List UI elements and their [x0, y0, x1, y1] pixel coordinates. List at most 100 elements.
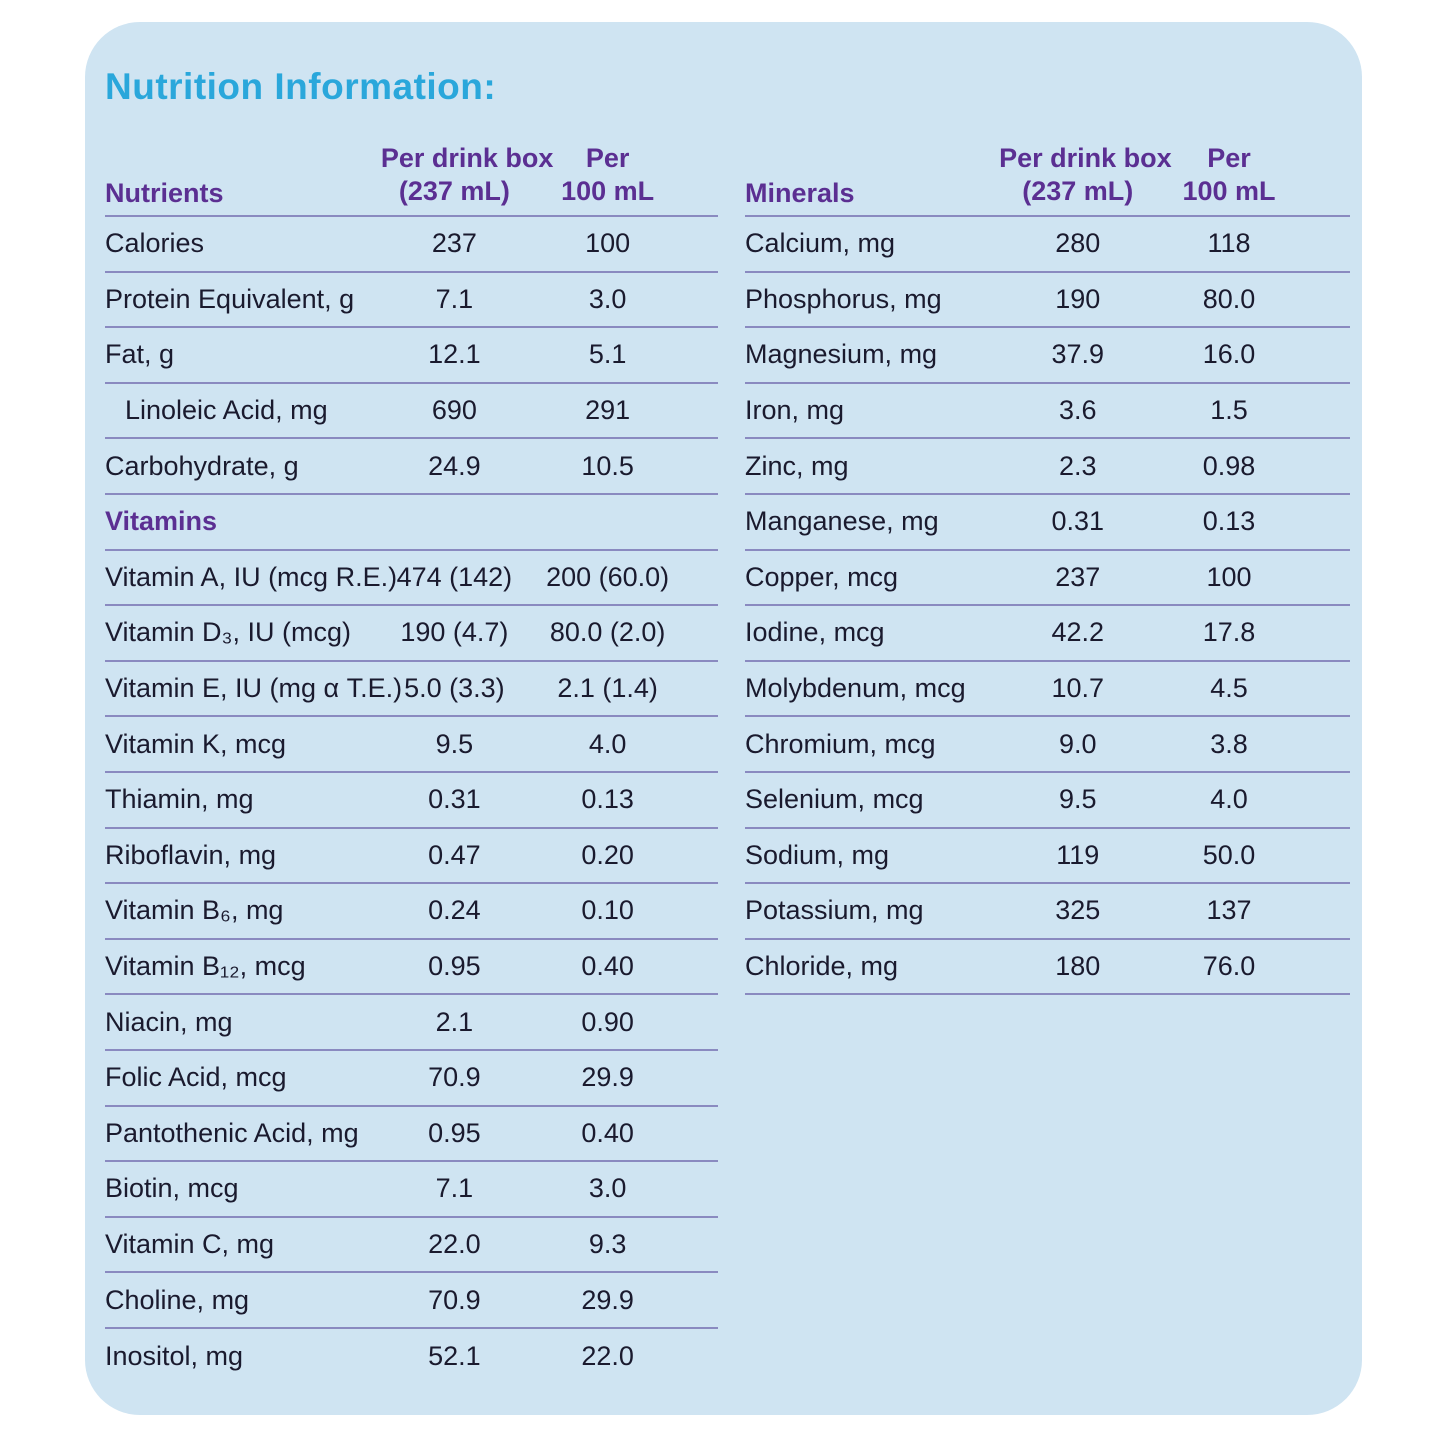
table-row: Vitamin K, mcg 9.5 4.0: [105, 717, 718, 773]
table-row: Inositol, mg 52.1 22.0: [105, 1329, 718, 1385]
value-per-100ml: 4.0: [1210, 784, 1248, 815]
nutrient-label: Manganese, mg: [745, 506, 939, 537]
column-header-per-drink-box: Per drink box (237 mL): [381, 142, 554, 210]
column-header-nutrients: Nutrients: [105, 178, 224, 208]
nutrient-label: Vitamin A, IU (mcg R.E.): [105, 561, 398, 592]
table-row: Vitamin B₆, mg 0.24 0.10: [105, 884, 718, 940]
value-per-100ml: 29.9: [581, 1284, 634, 1315]
value-per-drink-box: 0.24: [428, 895, 481, 926]
value-per-100ml: 17.8: [1202, 617, 1256, 648]
nutrient-label: Inositol, mg: [105, 1341, 244, 1372]
value-per-100ml: 0.90: [581, 1006, 634, 1037]
value-per-drink-box: 52.1: [428, 1341, 481, 1372]
value-per-drink-box: 119: [1056, 839, 1100, 870]
table-row: Iron, mg 3.6 1.5: [745, 384, 1350, 440]
value-per-100ml: 22.0: [581, 1341, 634, 1372]
value-per-drink-box: 70.9: [428, 1284, 481, 1315]
value-per-100ml: 1.5: [1210, 395, 1248, 426]
value-per-100ml: 137: [1206, 895, 1252, 926]
header-line: 100 mL: [1182, 176, 1276, 207]
table-row: Copper, mcg 237 100: [745, 551, 1350, 607]
table-row: Sodium, mg 119 50.0: [745, 829, 1350, 885]
page-title: Nutrition Information:: [105, 66, 497, 107]
value-per-100ml: 0.98: [1202, 450, 1256, 481]
value-per-100ml: 3.0: [588, 283, 627, 314]
value-per-100ml: 118: [1207, 228, 1251, 259]
column-header-per-drink-box: Per drink box (237 mL): [999, 142, 1172, 210]
nutrient-label: Iodine, mcg: [745, 617, 885, 648]
nutrient-label: Phosphorus, mg: [745, 283, 942, 314]
table-row: Vitamin C, mg 22.0 9.3: [105, 1218, 718, 1274]
nutrient-label: Vitamin E, IU (mg α T.E.): [105, 673, 403, 704]
value-per-drink-box: 7.1: [435, 283, 474, 314]
table-row: Pantothenic Acid, mg 0.95 0.40: [105, 1107, 718, 1163]
value-per-100ml: 0.10: [581, 895, 634, 926]
value-per-drink-box: 2.1: [435, 1006, 474, 1037]
header-line: 100 mL: [561, 176, 655, 207]
value-per-drink-box: 42.2: [1051, 617, 1105, 648]
header-line: Per: [585, 142, 630, 173]
value-per-drink-box: 237: [431, 228, 477, 259]
table-row: Vitamin A, IU (mcg R.E.) 474 (142) 200 (…: [105, 551, 718, 607]
value-per-drink-box: 3.6: [1058, 395, 1097, 426]
value-per-drink-box: 9.0: [1058, 728, 1097, 759]
nutrient-label: Chloride, mg: [745, 951, 899, 982]
value-per-100ml: 100: [585, 228, 631, 259]
value-per-100ml: 3.0: [588, 1173, 627, 1204]
nutrient-label: Biotin, mcg: [105, 1173, 239, 1204]
value-per-drink-box: 180: [1055, 951, 1101, 982]
value-per-drink-box: 9.5: [1058, 784, 1097, 815]
table-row: Vitamin D₃, IU (mcg) 190 (4.7) 80.0 (2.0…: [105, 606, 718, 662]
column-header-per-100ml: Per 100 mL: [1156, 142, 1301, 210]
nutrient-label: Thiamin, mg: [105, 784, 254, 815]
table-row: Manganese, mg 0.31 0.13: [745, 495, 1350, 551]
nutrient-label: Vitamin D₃, IU (mcg): [105, 617, 352, 648]
nutrient-label: Molybdenum, mcg: [745, 673, 966, 704]
value-per-drink-box: 474 (142): [396, 561, 513, 592]
nutrient-label: Vitamin K, mcg: [105, 728, 287, 759]
value-per-drink-box: 190 (4.7): [400, 617, 509, 648]
value-per-100ml: 2.1 (1.4): [557, 673, 658, 704]
nutrient-label: Copper, mcg: [745, 561, 899, 592]
nutrient-label: Riboflavin, mg: [105, 839, 277, 870]
table-row: Selenium, mcg 9.5 4.0: [745, 773, 1350, 829]
value-per-100ml: 16.0: [1202, 339, 1256, 370]
minerals-header-row: Minerals Per drink box (237 mL) Per 100 …: [745, 130, 1350, 217]
nutrient-label: Zinc, mg: [745, 450, 849, 481]
value-per-drink-box: 2.3: [1058, 450, 1097, 481]
table-row: Folic Acid, mcg 70.9 29.9: [105, 1051, 718, 1107]
nutrient-label: Sodium, mg: [745, 839, 890, 870]
table-row: Vitamins: [105, 495, 718, 551]
value-per-100ml: 4.0: [588, 728, 627, 759]
value-per-drink-box: 70.9: [428, 1062, 481, 1093]
value-per-drink-box: 0.47: [428, 839, 481, 870]
table-row: Phosphorus, mg 190 80.0: [745, 273, 1350, 329]
nutrient-label: Vitamin B₁₂, mcg: [105, 951, 306, 982]
header-line: (237 mL): [1022, 176, 1134, 207]
nutrient-label: Vitamins: [105, 506, 218, 537]
table-row: Carbohydrate, g 24.9 10.5: [105, 439, 718, 495]
value-per-100ml: 80.0: [1202, 283, 1256, 314]
table-row: Linoleic Acid, mg 690 291: [105, 384, 718, 440]
table-row: Riboflavin, mg 0.47 0.20: [105, 829, 718, 885]
value-per-100ml: 100: [1206, 561, 1252, 592]
nutrient-label: Linoleic Acid, mg: [125, 395, 328, 426]
minerals-rows: Calcium, mg 280 118 Phosphorus, mg 190 8…: [745, 217, 1350, 996]
value-per-100ml: 291: [585, 395, 631, 426]
nutrient-label: Vitamin B₆, mg: [105, 895, 284, 926]
column-header-minerals: Minerals: [745, 178, 855, 208]
value-per-100ml: 0.40: [581, 951, 634, 982]
nutrient-label: Niacin, mg: [105, 1006, 233, 1037]
table-row: Vitamin B₁₂, mcg 0.95 0.40: [105, 940, 718, 996]
value-per-drink-box: 237: [1055, 561, 1101, 592]
value-per-100ml: 10.5: [581, 450, 634, 481]
table-row: Chromium, mcg 9.0 3.8: [745, 717, 1350, 773]
value-per-drink-box: 190: [1055, 283, 1101, 314]
nutrient-label: Calories: [105, 228, 205, 259]
value-per-drink-box: 10.7: [1051, 673, 1105, 704]
value-per-100ml: 0.40: [581, 1117, 634, 1148]
table-row: Choline, mg 70.9 29.9: [105, 1273, 718, 1329]
value-per-drink-box: 24.9: [428, 450, 481, 481]
minerals-table: Minerals Per drink box (237 mL) Per 100 …: [745, 130, 1350, 996]
nutrient-label: Chromium, mcg: [745, 728, 936, 759]
